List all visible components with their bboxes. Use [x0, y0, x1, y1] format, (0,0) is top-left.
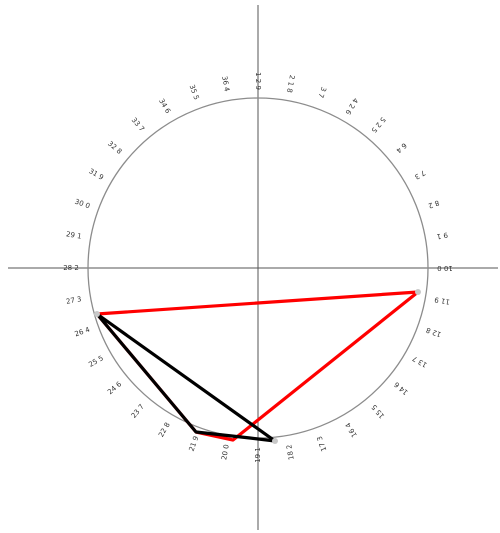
vertex-point	[272, 438, 278, 444]
scale-label: 12 8	[425, 326, 442, 339]
scale-label: 24 6	[106, 380, 124, 396]
scale-label: 18 2	[285, 444, 296, 461]
scale-label: 29 1	[65, 230, 82, 241]
scale-label: 3 7	[316, 86, 327, 99]
vertex-point	[94, 311, 100, 317]
scale-label: 5 2 5	[369, 115, 387, 134]
scale-label: 30 0	[74, 198, 91, 211]
scale-label: 9 1	[436, 231, 448, 241]
scale-label: 28 2	[63, 264, 79, 272]
scale-label: 34 6	[157, 97, 172, 115]
scale-label: 22 8	[157, 421, 172, 439]
scale-label: 32 8	[106, 140, 123, 156]
scale-label: 20 0	[220, 444, 231, 461]
black-polygon	[95, 312, 277, 443]
scale-label: 25 5	[87, 354, 105, 369]
scale-label: 13 7	[411, 354, 429, 369]
scale-label: 19 1	[254, 447, 262, 463]
scale-label: 26 4	[74, 325, 92, 338]
scale-label: 16 4	[344, 421, 359, 439]
scale-label: 11 9	[434, 295, 451, 306]
scale-label: 14 6	[392, 380, 410, 396]
scale-label: 10 0	[437, 264, 453, 272]
scale-label: 1 2 9	[254, 72, 262, 90]
vertex-points	[94, 289, 421, 444]
vertex-point	[415, 289, 421, 295]
scale-label: 36 4	[220, 75, 231, 92]
scale-label: 2 1 8	[285, 74, 296, 93]
scale-label: 4 2 6	[343, 96, 359, 116]
scale-label: 23 7	[130, 403, 146, 420]
scale-label: 7 3	[413, 168, 427, 180]
scale-label: 8 2	[427, 198, 440, 209]
scale-label: 27 3	[65, 295, 82, 306]
scale-label: 31 9	[87, 167, 105, 182]
connection-polygons	[95, 290, 420, 443]
scale-label: 6 4	[394, 141, 408, 155]
scale-label: 35 5	[188, 84, 201, 101]
scale-label: 21 9	[188, 435, 201, 452]
scale-label: 33 7	[130, 116, 146, 133]
scale-label: 17 3	[316, 435, 329, 452]
scale-label: 15 5	[370, 403, 386, 420]
